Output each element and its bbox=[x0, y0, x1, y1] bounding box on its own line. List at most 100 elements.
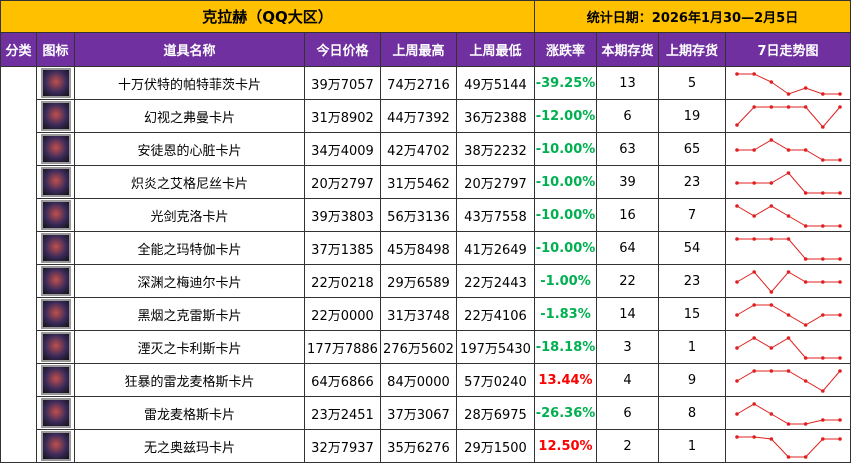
today-price: 39万7057 bbox=[305, 67, 381, 100]
trend-point bbox=[820, 436, 825, 441]
week-low: 38万2232 bbox=[457, 133, 535, 166]
trend-point bbox=[786, 236, 790, 241]
icon-cell bbox=[37, 430, 75, 463]
column-header: 上周最低 bbox=[457, 33, 535, 67]
trend-point bbox=[803, 355, 807, 360]
trend-cell bbox=[726, 265, 851, 298]
week-low: 28万6975 bbox=[457, 397, 535, 430]
today-price: 32万7937 bbox=[305, 430, 381, 463]
item-name: 光剑克洛卡片 bbox=[75, 199, 305, 232]
trend-point bbox=[786, 421, 790, 426]
trend-point bbox=[837, 190, 842, 195]
trend-point bbox=[734, 203, 739, 208]
trend-point bbox=[769, 368, 773, 373]
column-header: 本期存货 bbox=[597, 33, 659, 67]
trend-point bbox=[820, 388, 825, 393]
week-high: 42万4702 bbox=[381, 133, 457, 166]
change-rate: -1.00% bbox=[535, 265, 597, 298]
trend-point bbox=[786, 454, 790, 459]
trend-line bbox=[736, 238, 840, 259]
week-high: 37万3067 bbox=[381, 397, 457, 430]
column-header: 7日走势图 bbox=[726, 33, 851, 67]
column-header: 道具名称 bbox=[75, 33, 305, 67]
trend-point bbox=[803, 104, 807, 109]
icon-cell bbox=[37, 364, 75, 397]
item-icon bbox=[40, 68, 71, 98]
trend-point bbox=[751, 71, 756, 76]
trend-point bbox=[837, 436, 842, 441]
trend-point bbox=[803, 421, 807, 426]
trend-point bbox=[751, 213, 756, 218]
change-rate: -1.83% bbox=[535, 298, 597, 331]
trend-cell bbox=[726, 397, 851, 430]
change-rate: -12.00% bbox=[535, 100, 597, 133]
today-price: 34万4009 bbox=[305, 133, 381, 166]
change-rate: -10.00% bbox=[535, 133, 597, 166]
trend-point bbox=[734, 279, 739, 284]
trend-point bbox=[769, 411, 773, 416]
trend-point bbox=[751, 434, 756, 439]
trend-point bbox=[803, 322, 807, 327]
trend-point bbox=[837, 312, 842, 317]
trend-cell bbox=[726, 100, 851, 133]
trend-point bbox=[786, 213, 790, 218]
current-stock: 6 bbox=[597, 100, 659, 133]
trend-point bbox=[803, 378, 807, 383]
change-rate: -10.00% bbox=[535, 166, 597, 199]
today-price: 39万3803 bbox=[305, 199, 381, 232]
trend-point bbox=[769, 436, 773, 441]
change-rate: -10.00% bbox=[535, 199, 597, 232]
current-stock: 22 bbox=[597, 265, 659, 298]
icon-cell bbox=[37, 232, 75, 265]
week-high: 56万3136 bbox=[381, 199, 457, 232]
change-rate: -10.00% bbox=[535, 232, 597, 265]
item-name: 无之奥兹玛卡片 bbox=[75, 430, 305, 463]
item-icon bbox=[40, 167, 71, 197]
sparkline bbox=[734, 170, 842, 195]
trend-point bbox=[837, 223, 842, 228]
sparkline bbox=[734, 401, 842, 426]
icon-cell bbox=[37, 166, 75, 199]
today-price: 177万7886 bbox=[305, 331, 381, 364]
today-price: 31万8902 bbox=[305, 100, 381, 133]
trend-point bbox=[769, 180, 773, 185]
trend-point bbox=[734, 180, 739, 185]
trend-point bbox=[837, 104, 842, 109]
week-high: 35万6276 bbox=[381, 430, 457, 463]
trend-point bbox=[734, 122, 739, 127]
change-rate: 12.50% bbox=[535, 430, 597, 463]
today-price: 22万0000 bbox=[305, 298, 381, 331]
trend-point bbox=[786, 91, 790, 96]
column-header: 今日价格 bbox=[305, 33, 381, 67]
icon-cell bbox=[37, 100, 75, 133]
previous-stock: 23 bbox=[659, 166, 726, 199]
current-stock: 3 bbox=[597, 331, 659, 364]
item-name: 狂暴的雷龙麦格斯卡片 bbox=[75, 364, 305, 397]
week-low: 29万1500 bbox=[457, 430, 535, 463]
trend-point bbox=[769, 236, 773, 241]
trend-point bbox=[769, 302, 773, 307]
sparkline bbox=[734, 434, 842, 459]
sparkline bbox=[734, 302, 842, 327]
item-icon bbox=[40, 134, 71, 164]
trend-point bbox=[820, 124, 825, 129]
trend-point bbox=[837, 157, 842, 162]
trend-point bbox=[786, 368, 790, 373]
item-name: 湮灭之卡利斯卡片 bbox=[75, 331, 305, 364]
trend-point bbox=[820, 312, 825, 317]
week-high: 84万0000 bbox=[381, 364, 457, 397]
trend-point bbox=[734, 71, 739, 76]
column-header: 图标 bbox=[37, 33, 75, 67]
trend-point bbox=[837, 417, 842, 422]
trend-point bbox=[734, 236, 739, 241]
week-high: 276万5602 bbox=[381, 331, 457, 364]
trend-point bbox=[734, 345, 739, 350]
item-icon bbox=[40, 332, 71, 362]
item-icon bbox=[40, 365, 71, 395]
title: 克拉赫（QQ大区） bbox=[0, 0, 535, 33]
trend-point bbox=[751, 368, 756, 373]
trend-point bbox=[837, 256, 842, 261]
previous-stock: 15 bbox=[659, 298, 726, 331]
trend-cell bbox=[726, 166, 851, 199]
